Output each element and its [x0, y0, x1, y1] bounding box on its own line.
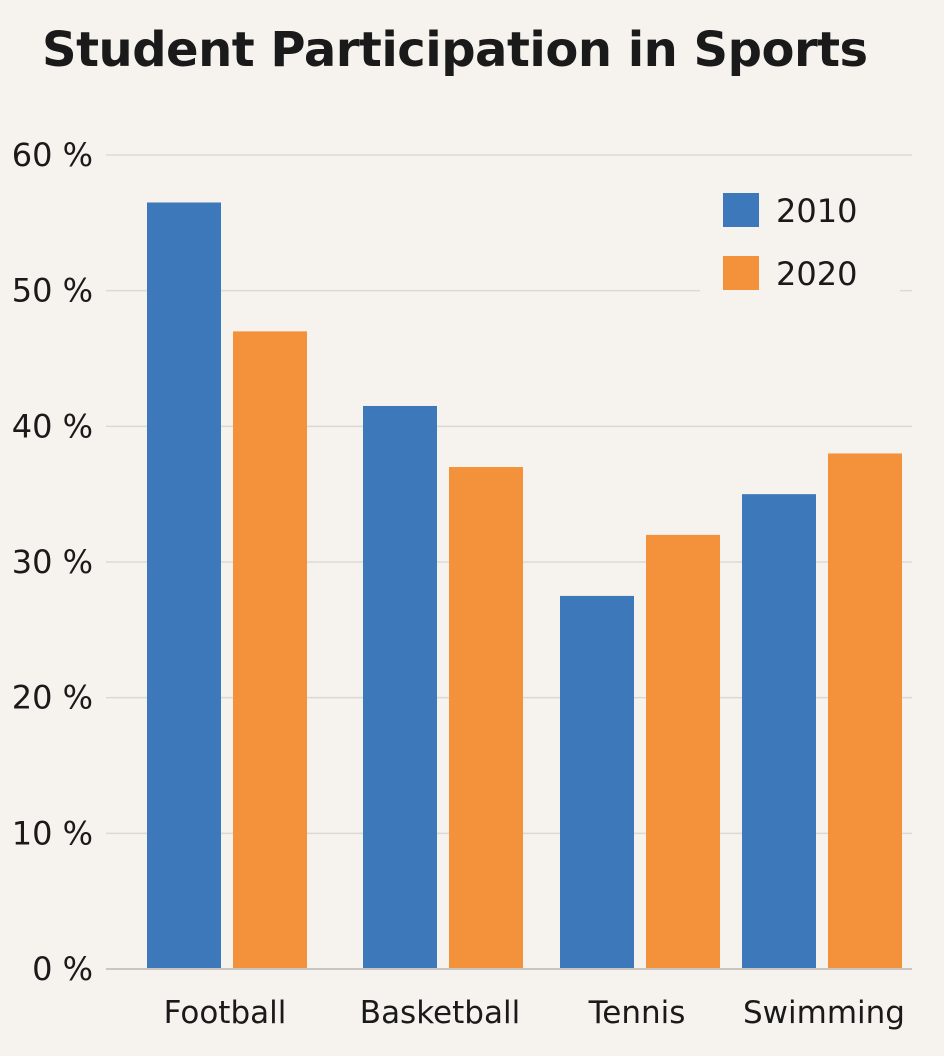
y-tick-label: 0 % — [32, 950, 93, 988]
legend-swatch-2020 — [723, 256, 759, 290]
y-tick-label: 20 % — [12, 679, 93, 717]
y-tick-label: 50 % — [12, 272, 93, 310]
bar-2020-swimming — [828, 453, 902, 969]
y-tick-label: 40 % — [12, 407, 93, 445]
legend-swatch-2010 — [723, 193, 759, 227]
x-axis-categories: Football Basketball Tennis Swimming — [164, 995, 905, 1031]
y-axis-ticks: 0 % 10 % 20 % 30 % 40 % 50 % 60 % — [12, 136, 93, 988]
bar-2020-tennis — [646, 534, 720, 969]
y-tick-label: 10 % — [12, 814, 93, 852]
legend-label: 2010 — [776, 192, 857, 230]
chart-title: Student Participation in Sports — [42, 22, 868, 78]
bar-2010-tennis — [560, 595, 634, 969]
category-label: Football — [164, 995, 287, 1031]
bar-2020-basketball — [449, 467, 523, 969]
bars — [147, 202, 902, 969]
bar-2010-swimming — [742, 494, 816, 969]
legend-label: 2020 — [776, 255, 857, 293]
category-label: Tennis — [588, 995, 686, 1031]
y-tick-label: 60 % — [12, 136, 93, 174]
category-label: Basketball — [360, 995, 520, 1031]
bar-2010-basketball — [363, 405, 437, 969]
bar-2010-football — [147, 202, 221, 969]
category-label: Swimming — [743, 995, 905, 1031]
y-tick-label: 30 % — [12, 543, 93, 581]
bar-2020-football — [233, 331, 307, 969]
legend: 2010 2020 — [700, 176, 900, 304]
